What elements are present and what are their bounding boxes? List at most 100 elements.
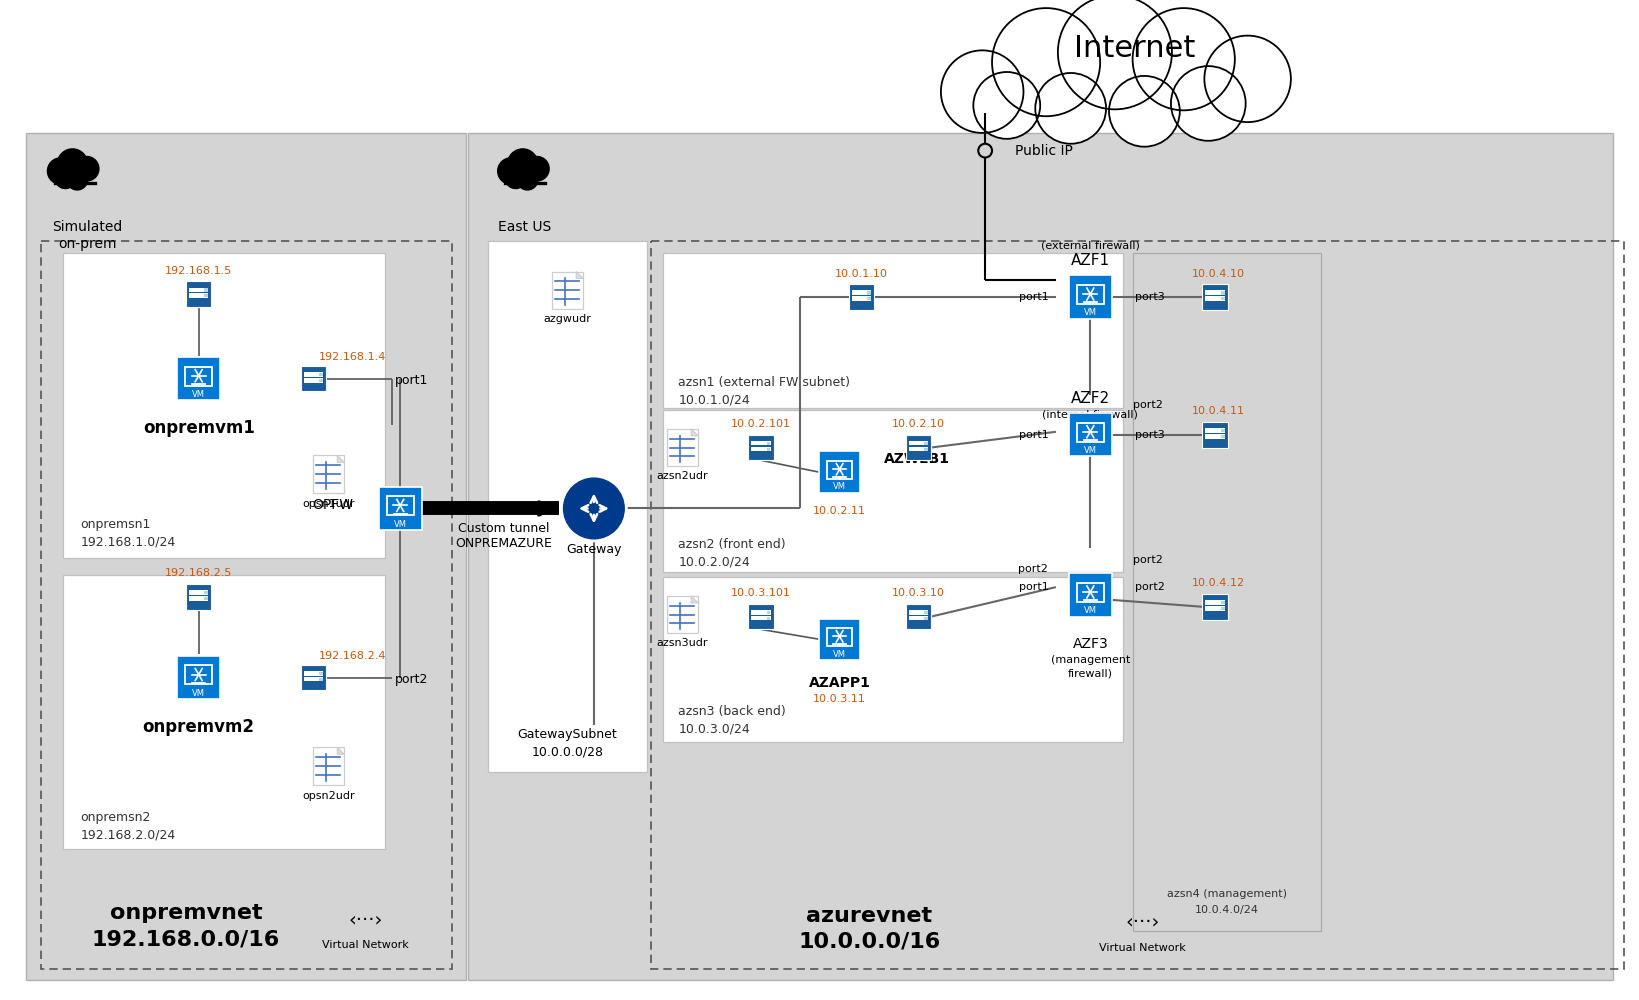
Bar [1205, 600, 1224, 605]
Bar [313, 455, 344, 493]
Text: 192.168.1.4: 192.168.1.4 [318, 352, 387, 362]
Text: 10.0.2.0/24: 10.0.2.0/24 [679, 556, 751, 569]
Circle shape [1057, 0, 1172, 109]
Text: 192.168.2.0/24: 192.168.2.0/24 [80, 829, 175, 842]
Circle shape [498, 158, 524, 184]
Bar [303, 372, 323, 377]
Text: port1: port1 [1019, 430, 1049, 440]
Text: GatewaySubnet: GatewaySubnet [518, 728, 618, 741]
Bar [751, 610, 770, 615]
Bar [924, 617, 928, 620]
Bar [662, 253, 1123, 408]
Text: azsn3 (back end): azsn3 (back end) [679, 705, 787, 718]
Text: azsn2udr: azsn2udr [657, 471, 708, 481]
Text: azsn2 (front end): azsn2 (front end) [679, 538, 787, 551]
Bar [1205, 606, 1224, 611]
Text: AZF3: AZF3 [1072, 637, 1108, 651]
Polygon shape [692, 596, 698, 603]
Text: 10.0.2.10: 10.0.2.10 [892, 419, 944, 429]
Text: onpremsn2: onpremsn2 [80, 811, 151, 824]
Bar [908, 616, 928, 620]
Text: 10.0.0.0/28: 10.0.0.0/28 [531, 746, 603, 759]
Text: onpremsn1: onpremsn1 [80, 518, 151, 531]
Text: 10.0.3.10: 10.0.3.10 [892, 588, 944, 598]
Bar [185, 367, 211, 386]
Bar [205, 591, 208, 594]
Text: 10.0.0.0/16: 10.0.0.0/16 [798, 932, 941, 952]
Text: 192.168.1.5: 192.168.1.5 [166, 266, 233, 276]
Text: (internal firewall): (internal firewall) [1042, 409, 1137, 419]
Text: Gateway: Gateway [565, 543, 621, 556]
Text: AZF2: AZF2 [1070, 391, 1110, 406]
Bar [852, 290, 870, 295]
Bar [62, 253, 385, 558]
Bar [303, 378, 323, 383]
Bar [320, 373, 323, 376]
Bar [1205, 434, 1224, 439]
Bar [667, 596, 698, 633]
FancyBboxPatch shape [905, 435, 931, 460]
Circle shape [516, 169, 538, 190]
FancyBboxPatch shape [185, 281, 211, 307]
Text: VM: VM [192, 390, 205, 399]
Text: 192.168.2.5: 192.168.2.5 [166, 568, 233, 578]
FancyBboxPatch shape [849, 284, 874, 310]
Text: ‹···›: ‹···› [1126, 913, 1159, 932]
Text: VM: VM [833, 482, 846, 491]
FancyBboxPatch shape [302, 665, 326, 690]
Text: VM: VM [1083, 446, 1096, 455]
Text: (external firewall): (external firewall) [1041, 240, 1139, 250]
FancyBboxPatch shape [1069, 573, 1111, 617]
Text: azsn1 (external FW subnet): azsn1 (external FW subnet) [679, 376, 851, 389]
Text: VM: VM [393, 520, 406, 529]
Text: 10.0.3.101: 10.0.3.101 [731, 588, 792, 598]
Text: Public IP: Public IP [1015, 144, 1072, 158]
Circle shape [48, 158, 74, 184]
Bar [303, 671, 323, 676]
Text: Internet: Internet [1074, 34, 1195, 63]
Bar [320, 678, 323, 681]
Text: port2: port2 [1133, 555, 1162, 565]
FancyBboxPatch shape [1203, 284, 1228, 310]
Circle shape [562, 476, 626, 541]
Text: Virtual Network: Virtual Network [1100, 943, 1185, 953]
Circle shape [67, 169, 87, 190]
Text: opsn2udr: opsn2udr [302, 791, 354, 801]
Text: 10.0.4.10: 10.0.4.10 [1192, 269, 1244, 279]
Bar [924, 442, 928, 445]
Text: port2: port2 [1018, 564, 1047, 574]
Polygon shape [692, 429, 698, 436]
Circle shape [1110, 76, 1180, 147]
Text: port1: port1 [1019, 292, 1049, 302]
Bar [1077, 423, 1103, 442]
FancyBboxPatch shape [820, 451, 860, 493]
Bar [1205, 296, 1224, 301]
Bar [1077, 285, 1103, 304]
FancyBboxPatch shape [1203, 422, 1228, 448]
Text: port2: port2 [395, 673, 429, 686]
Text: 10.0.1.10: 10.0.1.10 [834, 269, 888, 279]
Circle shape [992, 8, 1100, 116]
Text: 10.0.4.11: 10.0.4.11 [1192, 406, 1244, 416]
Text: opsn1udr: opsn1udr [302, 499, 354, 509]
Bar [387, 496, 413, 515]
Bar [908, 610, 928, 615]
Text: VM: VM [833, 650, 846, 659]
FancyBboxPatch shape [1069, 275, 1111, 319]
Bar [26, 133, 465, 980]
Bar [767, 442, 770, 445]
Bar [767, 611, 770, 614]
Bar [205, 294, 208, 297]
Polygon shape [577, 272, 583, 278]
Text: 10.0.2.101: 10.0.2.101 [731, 419, 792, 429]
Text: onpremvm2: onpremvm2 [143, 718, 254, 736]
FancyBboxPatch shape [177, 656, 220, 699]
Bar [320, 672, 323, 675]
Text: 192.168.0.0/16: 192.168.0.0/16 [92, 929, 280, 949]
Bar [552, 272, 583, 309]
Text: azsn4 (management): azsn4 (management) [1167, 889, 1287, 899]
Text: VM: VM [1083, 308, 1096, 317]
Polygon shape [338, 747, 344, 754]
FancyBboxPatch shape [379, 487, 421, 530]
Circle shape [505, 168, 526, 189]
